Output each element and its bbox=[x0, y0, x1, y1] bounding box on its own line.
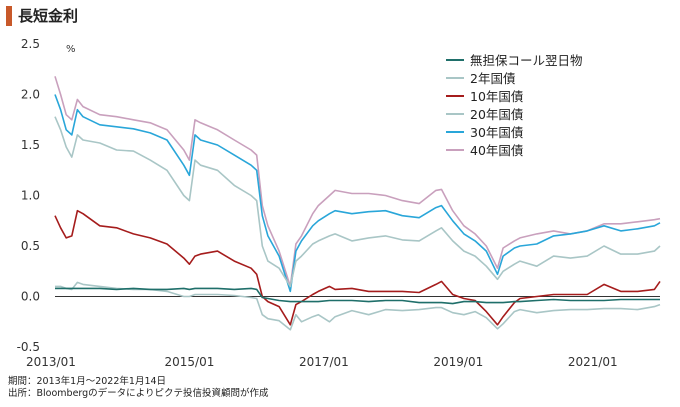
series-line bbox=[55, 287, 660, 305]
chart-footer: 期間：2013年1月～2022年1月14日 出所：Bloombergのデータによ… bbox=[8, 376, 269, 400]
legend-label: 40年国債 bbox=[470, 143, 523, 158]
x-tick-label: 2019/01 bbox=[433, 355, 483, 369]
y-tick-label: 0.5 bbox=[21, 239, 40, 253]
series-line bbox=[54, 209, 661, 326]
x-tick-label: 2015/01 bbox=[165, 355, 215, 369]
line-chart: -0.5 0.0 0.5 1.0 1.5 2.0 2.5 % 2013/01 2015/01 201… bbox=[17, 37, 661, 369]
y-tick-label: -0.5 bbox=[17, 340, 40, 354]
x-tick-label: 2013/01 bbox=[26, 355, 76, 369]
legend-label: 無担保コール翌日物 bbox=[470, 53, 583, 68]
legend-label: 30年国債 bbox=[470, 125, 523, 140]
chart-title: 長短金利 bbox=[18, 7, 79, 25]
legend-label: 10年国債 bbox=[470, 89, 523, 104]
y-tick-label: 2.5 bbox=[21, 37, 40, 51]
x-tick-label: 2017/01 bbox=[299, 355, 349, 369]
series-line bbox=[54, 76, 661, 288]
series-line bbox=[54, 116, 661, 288]
y-axis-unit: % bbox=[66, 44, 76, 55]
x-tick-label: 2021/01 bbox=[568, 355, 618, 369]
legend-label: 2年国債 bbox=[470, 71, 515, 86]
y-tick-label: 2.0 bbox=[21, 88, 40, 102]
legend-label: 20年国債 bbox=[470, 107, 523, 122]
chart-header: 長短金利 bbox=[0, 0, 680, 40]
title-accent-bar bbox=[6, 6, 12, 26]
y-tick-label: 1.0 bbox=[21, 189, 40, 203]
series-line bbox=[54, 94, 661, 293]
period-note: 期間：2013年1月～2022年1月14日 bbox=[8, 376, 167, 387]
source-note: 出所：Bloombergのデータによりピクテ投信投資顧問が作成 bbox=[8, 388, 269, 399]
y-tick-label: 0.0 bbox=[21, 290, 40, 304]
y-tick-label: 1.5 bbox=[21, 138, 40, 152]
